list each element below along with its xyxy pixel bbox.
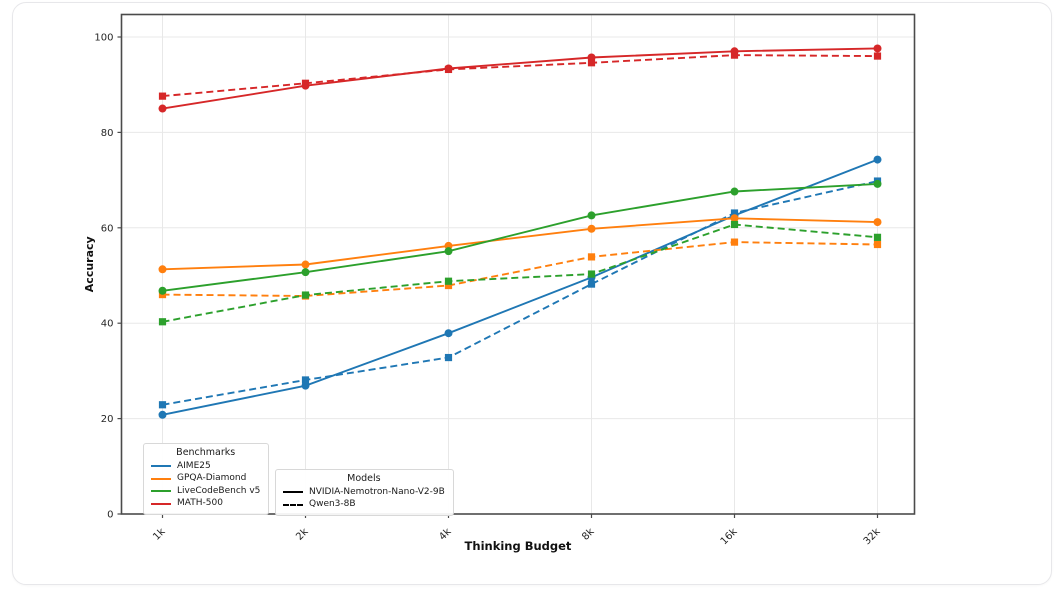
data-point-circle <box>873 218 882 227</box>
legend-swatch-line <box>151 465 171 468</box>
series-line-AIME25-Qwen3-8B <box>162 180 878 406</box>
legend-swatch-line <box>283 491 303 494</box>
x-tick-label: 4k <box>437 526 454 543</box>
legend-models-items: NVIDIA-Nemotron-Nano-V2-9B Qwen3-8B <box>283 486 445 511</box>
data-point-square <box>301 376 310 384</box>
series-line-LiveCodeBench-v5-Qwen3-8B <box>162 223 878 323</box>
data-point-square <box>873 52 882 60</box>
data-point-circle <box>301 381 310 390</box>
legend-item-math-500-label: MATH-500 <box>177 498 223 509</box>
data-point-circle <box>158 286 167 295</box>
series-line-GPQA-Diamond-Qwen3-8B <box>162 241 878 297</box>
y-axis-label: Accuracy <box>83 236 96 292</box>
data-point-circle <box>301 260 310 269</box>
legend-item-math-500: MATH-500 <box>151 498 260 511</box>
x-axis-label: Thinking Budget <box>465 539 572 553</box>
legend-item-qwen3-8b-label: Qwen3-8B <box>309 499 356 510</box>
data-point-square <box>444 277 453 285</box>
data-point-circle <box>158 265 167 274</box>
data-point-square <box>730 220 739 229</box>
data-point-square <box>444 281 453 290</box>
data-point-square <box>587 59 596 67</box>
data-point-square <box>301 291 310 299</box>
legend-item-aime25: AIME25 <box>151 460 260 473</box>
series-line-AIME25-NVIDIA-Nemotron-Nano-V2-9B <box>162 158 878 416</box>
data-point-circle <box>873 155 882 164</box>
y-tick-label: 100 <box>94 33 113 44</box>
data-point-square <box>587 280 596 288</box>
legend-benchmarks-items: AIME25 GPQA-Diamond LiveCodeBench v5 MATH-5… <box>151 460 260 510</box>
data-point-circle <box>158 410 167 419</box>
series-line-MATH-500-Qwen3-8B <box>162 54 878 98</box>
y-tick-label: 20 <box>101 414 114 425</box>
legend-item-livecodebench-v5-label: LiveCodeBench v5 <box>177 485 261 496</box>
y-tick-label: 0 <box>107 510 113 521</box>
x-tick-label: 16k <box>719 526 740 547</box>
data-point-circle <box>873 179 882 188</box>
data-point-square <box>587 270 596 278</box>
x-tick-label: 1k <box>151 526 168 543</box>
data-point-square <box>873 240 882 249</box>
data-point-square <box>730 51 739 59</box>
legend-swatch-line <box>151 490 171 493</box>
chart-card: 0 20 40 60 80 100 1k 2k 4k 8k 16k 32k Accuracy Thinki… <box>12 2 1052 585</box>
y-tick-label: 60 <box>101 223 114 234</box>
data-point-circle <box>587 211 596 220</box>
data-point-square <box>873 233 882 241</box>
legend-swatch-line <box>151 502 171 505</box>
x-tick-label: 2k <box>294 526 311 543</box>
legend-models: Models NVIDIA-Nemotron-Nano-V2-9B Qwen3-8… <box>275 469 454 517</box>
data-point-square <box>158 401 167 409</box>
data-point-square <box>158 92 167 100</box>
data-point-circle <box>873 44 882 53</box>
series-line-MATH-500-NVIDIA-Nemotron-Nano-V2-9B <box>162 47 878 110</box>
data-point-circle <box>301 268 310 277</box>
data-point-square <box>730 238 739 246</box>
y-tick-label: 40 <box>101 319 114 330</box>
legend-item-gpqa-diamond: GPQA-Diamond <box>151 473 260 486</box>
legend-item-nvidia-nemotron-nano-v2-9b: NVIDIA-Nemotron-Nano-V2-9B <box>283 486 445 499</box>
data-point-circle <box>730 187 739 196</box>
x-tick-label: 8k <box>580 526 597 543</box>
data-point-square <box>158 318 167 326</box>
legend-item-aime25-label: AIME25 <box>177 460 211 471</box>
x-tick-label: 32k <box>862 526 883 547</box>
data-point-square <box>301 79 310 87</box>
legend-models-title: Models <box>347 473 381 484</box>
data-point-circle <box>587 224 596 233</box>
data-point-square <box>587 253 596 261</box>
y-tick-label: 80 <box>101 128 114 139</box>
legend-item-livecodebench-v5: LiveCodeBench v5 <box>151 485 260 498</box>
data-point-circle <box>444 247 453 256</box>
series-line-GPQA-Diamond-NVIDIA-Nemotron-Nano-V2-9B <box>162 217 878 271</box>
data-point-circle <box>444 329 453 338</box>
legend-benchmarks-title: Benchmarks <box>176 447 236 458</box>
legend-swatch-line <box>151 477 171 480</box>
legend-item-qwen3-8b: Qwen3-8B <box>283 499 445 512</box>
data-point-circle <box>730 214 739 223</box>
data-point-square <box>444 353 453 362</box>
plot-frame <box>120 13 916 515</box>
data-point-square <box>444 65 453 74</box>
legend-item-gpqa-diamond-label: GPQA-Diamond <box>177 473 247 484</box>
line-chart: 0 20 40 60 80 100 1k 2k 4k 8k 16k 32k Accuracy Thinki… <box>83 13 916 553</box>
legend-benchmarks: Benchmarks AIME25 GPQA-Diamond LiveCodeBen… <box>143 443 270 516</box>
data-point-circle <box>158 104 167 113</box>
legend-item-nvidia-nemotron-nano-v2-9b-label: NVIDIA-Nemotron-Nano-V2-9B <box>309 486 445 497</box>
data-point-square <box>730 209 739 217</box>
series-line-LiveCodeBench-v5-NVIDIA-Nemotron-Nano-V2-9B <box>162 182 878 292</box>
legend-swatch-dashed-line <box>283 503 303 506</box>
